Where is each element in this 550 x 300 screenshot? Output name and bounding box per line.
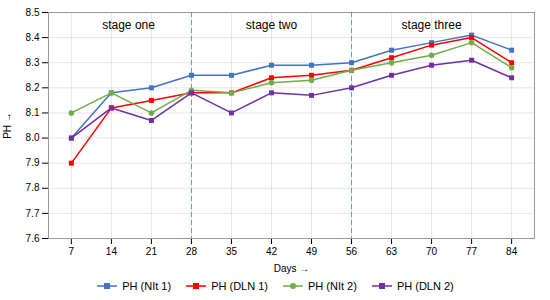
svg-text:stage three: stage three (402, 18, 462, 32)
svg-text:70: 70 (426, 246, 438, 257)
svg-text:8.0: 8.0 (26, 132, 40, 143)
svg-text:28: 28 (186, 246, 198, 257)
svg-text:7.8: 7.8 (26, 182, 40, 193)
svg-text:21: 21 (146, 246, 158, 257)
svg-text:42: 42 (266, 246, 278, 257)
svg-text:7: 7 (69, 246, 75, 257)
svg-text:56: 56 (346, 246, 358, 257)
svg-text:8.2: 8.2 (26, 82, 40, 93)
svg-text:7.9: 7.9 (26, 157, 40, 168)
svg-text:8.4: 8.4 (26, 32, 40, 43)
html-text:PH (NIt 1): PH (NIt 1) (122, 280, 172, 292)
svg-text:stage one: stage one (102, 18, 155, 32)
svg-text:14: 14 (106, 246, 118, 257)
svg-text:PH →: PH → (2, 112, 13, 139)
html-text:PH (DLN 2): PH (DLN 2) (396, 280, 454, 292)
html-text:PH (NIt 2): PH (NIt 2) (308, 280, 357, 292)
svg-text:8.3: 8.3 (26, 57, 40, 68)
svg-text:Days →: Days → (274, 263, 310, 274)
svg-text:stage two: stage two (246, 18, 298, 32)
svg-text:8.5: 8.5 (26, 7, 40, 18)
svg-text:8.1: 8.1 (26, 107, 40, 118)
svg-text:63: 63 (386, 246, 398, 257)
svg-text:49: 49 (306, 246, 318, 257)
svg-text:35: 35 (226, 246, 238, 257)
svg-text:7.6: 7.6 (26, 233, 40, 244)
html-text:PH (DLN 1): PH (DLN 1) (211, 280, 268, 292)
svg-text:77: 77 (466, 246, 478, 257)
svg-text:84: 84 (506, 246, 518, 257)
svg-text:7.7: 7.7 (26, 208, 40, 219)
